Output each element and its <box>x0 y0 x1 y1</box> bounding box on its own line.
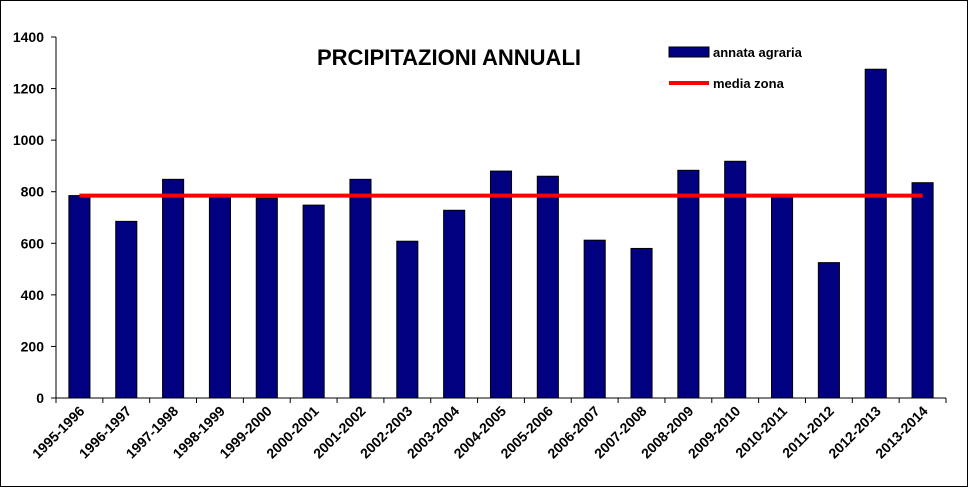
bar-2007-2008 <box>630 247 653 399</box>
y-tick-label: 1400 <box>13 29 44 45</box>
bar-2010-2011 <box>771 195 794 399</box>
x-axis: 1995-19961996-19971997-19981998-19991999… <box>29 397 947 461</box>
bar-2011-2012 <box>817 262 840 399</box>
y-tick-label: 1000 <box>13 132 44 148</box>
bar-1998-1999 <box>208 196 231 399</box>
bar-2012-2013 <box>864 68 887 399</box>
bar-2013-2014 <box>911 182 934 399</box>
bar-1997-1998 <box>162 178 185 399</box>
y-tick-label: 1200 <box>13 81 44 97</box>
y-tick-label: 0 <box>36 390 44 406</box>
legend-label-line: media zona <box>713 76 785 91</box>
bar-2000-2001 <box>302 204 325 399</box>
bar-2001-2002 <box>349 178 372 399</box>
legend-label-bar: annata agraria <box>713 45 803 60</box>
bar-2002-2003 <box>396 240 419 399</box>
y-axis: 0 200 400 600 800 1000 1200 1400 <box>13 29 57 406</box>
bar-series <box>68 68 934 399</box>
legend-swatch-bar <box>668 46 710 58</box>
bar-1999-2000 <box>255 197 278 399</box>
chart-title: PRCIPITAZIONI ANNUALI <box>317 45 581 70</box>
bar-1996-1997 <box>115 220 138 399</box>
legend: annata agraria media zona <box>668 45 803 91</box>
y-tick-label: 800 <box>21 184 45 200</box>
bar-2005-2006 <box>536 175 559 399</box>
bar-2003-2004 <box>443 209 466 399</box>
bar-1995-1996 <box>68 195 91 399</box>
bar-2008-2009 <box>677 169 700 399</box>
y-tick-label: 600 <box>21 235 45 251</box>
bar-2006-2007 <box>583 239 606 399</box>
bar-2004-2005 <box>489 170 513 399</box>
y-tick-label: 400 <box>21 287 45 303</box>
y-tick-label: 200 <box>21 338 45 354</box>
